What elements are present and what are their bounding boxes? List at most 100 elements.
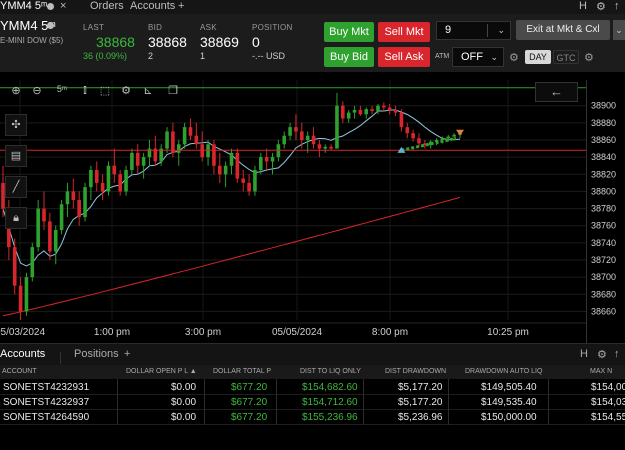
price-chart[interactable]: 3892138848 38660 38680 38700 38720 38740 3876… bbox=[0, 80, 625, 343]
candle-body bbox=[106, 165, 111, 192]
sell-market-button[interactable]: Sell Mkt bbox=[378, 22, 430, 42]
tab-chart[interactable]: YMM4 5ᵐ bbox=[0, 0, 48, 12]
last-change: 36 (0.09%) bbox=[83, 51, 128, 61]
bid-size: 2 bbox=[148, 51, 154, 61]
candle-body bbox=[264, 157, 269, 162]
col-max[interactable]: MAX N bbox=[590, 368, 613, 375]
help-icon[interactable]: H bbox=[580, 348, 588, 360]
atm-label: ATM bbox=[435, 53, 450, 60]
divider bbox=[204, 379, 205, 425]
quantity-select[interactable]: 9 ⌄ bbox=[436, 21, 511, 40]
candle-body bbox=[311, 135, 316, 145]
candle-body bbox=[434, 140, 439, 142]
lock-tool-icon[interactable]: 🔒︎ bbox=[5, 207, 27, 229]
candle-body bbox=[317, 144, 322, 149]
templates-icon[interactable]: ❐ bbox=[168, 85, 178, 97]
col-drawdown-auto-liq[interactable]: DRAWDOWN AUTO LIQ bbox=[465, 368, 543, 375]
exit-at-market-cancel-button[interactable]: Exit at Mkt & Cxl bbox=[516, 20, 610, 40]
tif-settings-gear-icon[interactable]: ⚙ bbox=[584, 52, 594, 64]
zoom-out-icon[interactable]: ⊖ bbox=[32, 85, 42, 97]
position-pnl: -.-- USD bbox=[252, 51, 285, 61]
col-dollar-total-pl[interactable]: DOLLAR TOTAL P bbox=[213, 368, 272, 375]
candle-body bbox=[382, 105, 386, 108]
atm-value: OFF bbox=[461, 51, 483, 63]
help-icon[interactable]: H bbox=[579, 0, 587, 12]
atm-select[interactable]: OFF ⌄ bbox=[452, 47, 504, 67]
tab-status-dot-icon bbox=[47, 3, 54, 10]
candle-body bbox=[159, 148, 163, 162]
table-row[interactable]: SONETST4232937 $0.00 $677.20 $154,712.60… bbox=[0, 395, 625, 410]
cell-open-pl: $0.00 bbox=[171, 412, 197, 423]
last-label: LAST bbox=[83, 23, 105, 32]
tab-close-icon[interactable]: × bbox=[60, 0, 67, 12]
price-line-layer: 3892138848 bbox=[0, 81, 625, 157]
tif-gtc-toggle[interactable]: GTC bbox=[553, 50, 579, 64]
buy-market-button[interactable]: Buy Mkt bbox=[324, 22, 374, 42]
tab-positions-panel[interactable]: Positions bbox=[74, 348, 119, 360]
cell-total-pl: $677.20 bbox=[231, 397, 268, 408]
candle-body bbox=[65, 191, 70, 205]
candle-body bbox=[147, 148, 152, 158]
symbol-title[interactable]: YMM4 5ᵐ bbox=[0, 18, 56, 33]
candle-body bbox=[405, 127, 410, 134]
divider bbox=[448, 379, 449, 425]
upload-icon[interactable]: ↑ bbox=[614, 348, 620, 360]
price-tick-label: 38880 bbox=[591, 118, 616, 128]
moving-average-layer bbox=[2, 109, 461, 317]
sell-ask-button[interactable]: Sell Ask bbox=[378, 47, 430, 67]
chart-settings-gear-icon[interactable]: ⚙ bbox=[121, 85, 131, 97]
position-label: POSITION bbox=[252, 23, 293, 32]
candle-type-icon[interactable]: ⫾ bbox=[83, 84, 87, 96]
divider bbox=[117, 379, 118, 425]
crosshair-box-icon[interactable]: ⬚ bbox=[99, 85, 111, 97]
panel-settings-gear-icon[interactable]: ⚙ bbox=[597, 349, 607, 361]
table-row[interactable]: SONETST4232931 $0.00 $677.20 $154,682.60… bbox=[0, 380, 625, 395]
divider bbox=[276, 379, 277, 425]
candle-body bbox=[59, 204, 64, 230]
candle-body bbox=[188, 127, 193, 136]
candle-body bbox=[18, 285, 23, 312]
candle-body bbox=[89, 170, 93, 188]
add-tab-icon[interactable]: + bbox=[178, 0, 185, 12]
tab-orders[interactable]: Orders bbox=[90, 0, 124, 12]
candle-body bbox=[24, 277, 29, 312]
candle-layer bbox=[1, 92, 462, 320]
notes-tool-icon[interactable]: ▤ bbox=[5, 145, 27, 167]
ask-size: 1 bbox=[200, 51, 206, 61]
upload-icon[interactable]: ↑ bbox=[614, 0, 620, 12]
price-tick-label: 38860 bbox=[591, 135, 616, 145]
cell-dd-auto-liq: $149,505.40 bbox=[481, 382, 537, 393]
candle-body bbox=[294, 127, 298, 132]
accounts-panel-tabs: Accounts Positions + H ⚙ ↑ bbox=[0, 343, 625, 365]
col-account[interactable]: ACCOUNT bbox=[2, 368, 37, 375]
ask-value: 38869 bbox=[200, 34, 239, 50]
settings-gear-icon[interactable]: ⚙ bbox=[596, 1, 606, 13]
chevron-down-icon: ⌄ bbox=[497, 25, 505, 35]
col-dist-to-liq[interactable]: DIST TO LIQ ONLY bbox=[300, 368, 361, 375]
tab-accounts-panel[interactable]: Accounts bbox=[0, 348, 46, 360]
atm-settings-gear-icon[interactable]: ⚙ bbox=[509, 52, 519, 64]
tab-accounts[interactable]: Accounts bbox=[130, 0, 176, 12]
indicators-icon[interactable]: ⊾ bbox=[143, 85, 153, 97]
divider bbox=[363, 379, 364, 425]
tif-day-toggle[interactable]: DAY bbox=[525, 50, 551, 64]
buy-bid-button[interactable]: Buy Bid bbox=[324, 47, 374, 67]
candle-body bbox=[364, 109, 369, 115]
crosshair-tool-icon[interactable]: ✣ bbox=[5, 114, 27, 136]
col-dollar-open-pl[interactable]: DOLLAR OPEN P L ▲ bbox=[126, 368, 197, 375]
draw-line-tool-icon[interactable]: ╱ bbox=[5, 176, 27, 198]
col-dist-drawdown[interactable]: DIST DRAWDOWN bbox=[385, 368, 447, 375]
candle-body bbox=[446, 136, 451, 139]
zoom-in-icon[interactable]: ⊕ bbox=[11, 85, 21, 97]
price-axis: 38660 38680 38700 38720 38740 38760 38780 38800… bbox=[586, 80, 625, 343]
interval-select[interactable]: 5ᵐ bbox=[56, 84, 68, 94]
table-row[interactable]: SONETST4264590 $0.00 $677.20 $155,236.96… bbox=[0, 410, 625, 425]
exit-options-chevron-icon[interactable]: ⌄ bbox=[613, 20, 625, 40]
scroll-to-latest-button[interactable]: ← bbox=[535, 82, 578, 102]
candle-body bbox=[94, 170, 99, 183]
cell-open-pl: $0.00 bbox=[171, 397, 197, 408]
time-tick-label: 8:00 pm bbox=[372, 327, 408, 338]
add-panel-tab-icon[interactable]: + bbox=[124, 348, 131, 360]
quote-bar: YMM4 5ᵐ E-MINI DOW ($5) LAST 38868 36 (0… bbox=[0, 14, 625, 72]
candle-body bbox=[329, 146, 333, 149]
